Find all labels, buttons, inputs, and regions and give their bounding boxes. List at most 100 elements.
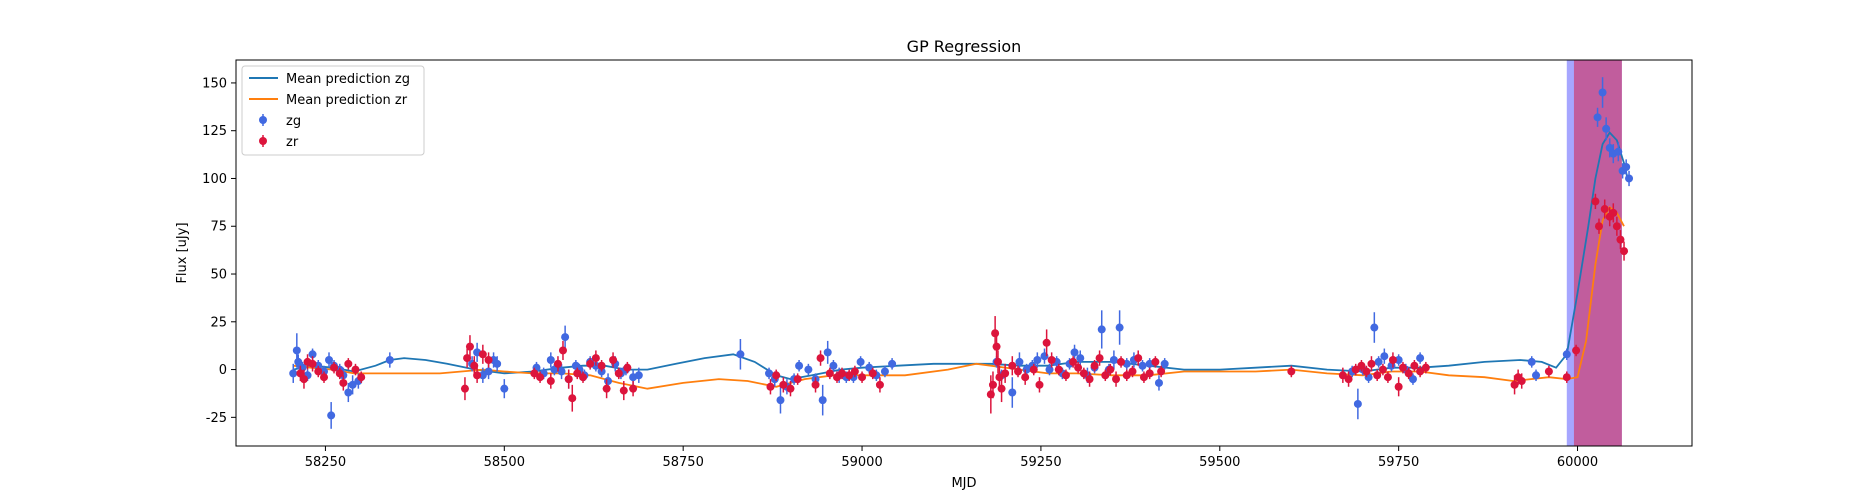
marker (1563, 350, 1571, 358)
marker (479, 350, 487, 358)
x-tick-label: 60000 (1557, 455, 1598, 470)
marker (765, 369, 773, 377)
marker (1001, 369, 1009, 377)
marker (1511, 381, 1519, 389)
marker (1128, 367, 1136, 375)
x-tick-label: 58250 (305, 455, 346, 470)
marker (1345, 375, 1353, 383)
marker (888, 360, 896, 368)
marker (993, 343, 1001, 351)
marker (779, 381, 787, 389)
marker (336, 369, 344, 377)
marker (1422, 364, 1430, 372)
marker (1091, 362, 1099, 370)
y-tick-label: 50 (210, 268, 227, 283)
legend-label-zg-line: Mean prediction zg (286, 72, 410, 87)
marker (1613, 222, 1621, 230)
marker (327, 411, 335, 419)
marker (351, 366, 359, 374)
marker (293, 346, 301, 354)
marker (1614, 148, 1622, 156)
marker (858, 373, 866, 381)
marker (1354, 400, 1362, 408)
marker (1015, 358, 1023, 366)
y-tick-label: 25 (210, 315, 227, 330)
marker (330, 364, 338, 372)
marker (766, 383, 774, 391)
marker (1620, 247, 1628, 255)
marker (1380, 352, 1388, 360)
marker (1117, 358, 1125, 366)
marker (824, 348, 832, 356)
marker (1161, 360, 1169, 368)
legend-label-zr-points: zr (286, 135, 299, 150)
marker (857, 358, 865, 366)
marker (1146, 369, 1154, 377)
marker (586, 360, 594, 368)
marker (1373, 371, 1381, 379)
marker (1601, 205, 1609, 213)
marker (1389, 356, 1397, 364)
x-tick-label: 59250 (1020, 455, 1061, 470)
marker (598, 362, 606, 370)
marker (1416, 354, 1424, 362)
marker (547, 377, 555, 385)
x-tick-label: 58750 (662, 455, 703, 470)
marker (881, 367, 889, 375)
marker (300, 375, 308, 383)
marker (1098, 325, 1106, 333)
x-tick-label: 59750 (1378, 455, 1419, 470)
marker (1595, 222, 1603, 230)
marker (1030, 366, 1038, 374)
legend-swatch-zr-point (259, 137, 267, 145)
y-tick-label: 75 (210, 220, 227, 235)
marker (1616, 236, 1624, 244)
marker (1106, 366, 1114, 374)
marker (876, 381, 884, 389)
marker (603, 385, 611, 393)
marker (1379, 366, 1387, 374)
y-tick-label: 100 (202, 172, 227, 187)
marker (1375, 358, 1383, 366)
marker (1116, 324, 1124, 332)
marker (1062, 371, 1070, 379)
marker (736, 350, 744, 358)
marker (620, 387, 628, 395)
marker (989, 381, 997, 389)
marker (1008, 362, 1016, 370)
marker (1096, 354, 1104, 362)
marker (615, 369, 623, 377)
marker (1399, 364, 1407, 372)
marker (1545, 367, 1553, 375)
x-tick-label: 58500 (484, 455, 525, 470)
marker (500, 385, 508, 393)
marker (309, 360, 317, 368)
y-tick-label: 150 (202, 76, 227, 91)
marker (1080, 369, 1088, 377)
marker (1035, 381, 1043, 389)
marker (466, 343, 474, 351)
marker (629, 385, 637, 393)
marker (561, 333, 569, 341)
marker (1134, 354, 1142, 362)
marker (1110, 356, 1118, 364)
marker (1367, 360, 1375, 368)
marker (851, 367, 859, 375)
marker (829, 362, 837, 370)
y-tick-label: 125 (202, 124, 227, 139)
marker (795, 362, 803, 370)
marker (1602, 125, 1610, 133)
marker (991, 329, 999, 337)
marker (1033, 356, 1041, 364)
legend: Mean prediction zg Mean prediction zr zg… (242, 66, 424, 155)
marker (794, 375, 802, 383)
marker (817, 354, 825, 362)
legend-swatch-zg-point (259, 116, 267, 124)
marker (473, 371, 481, 379)
marker (623, 364, 631, 372)
marker (1055, 366, 1063, 374)
legend-label-zr-line: Mean prediction zr (286, 93, 408, 108)
marker (772, 371, 780, 379)
marker (776, 396, 784, 404)
marker (604, 377, 612, 385)
